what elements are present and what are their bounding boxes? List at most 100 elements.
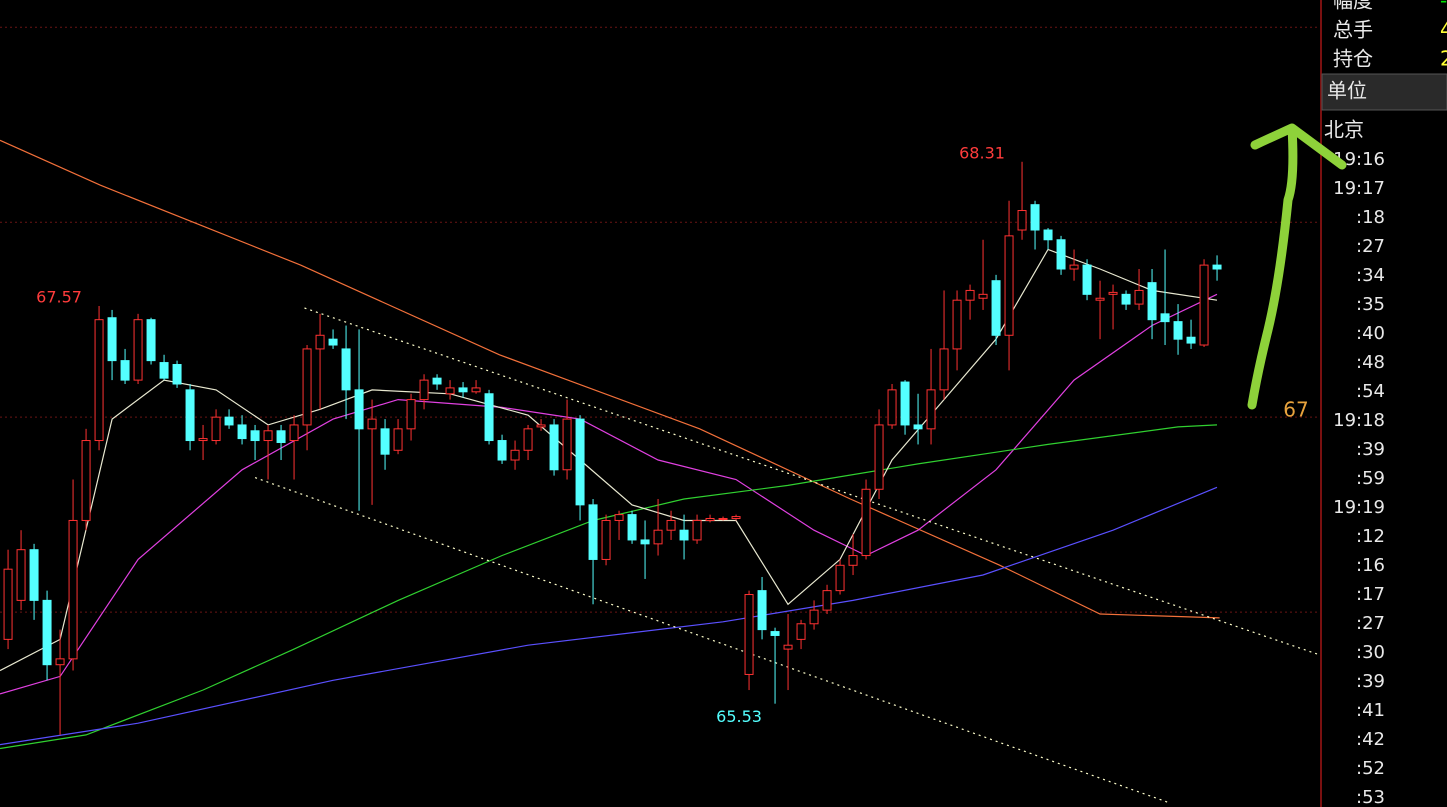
candle-body: [315, 334, 325, 350]
candle-body: [1173, 321, 1183, 340]
time-label: :12: [1356, 526, 1385, 547]
candle-body: [237, 424, 247, 440]
candle-body: [133, 319, 143, 381]
candle-body: [939, 348, 949, 391]
field-value: -0: [1440, 0, 1447, 13]
candle-body: [146, 319, 156, 362]
candle-body: [601, 519, 611, 560]
candle-body: [926, 389, 936, 430]
candle-body: [744, 594, 754, 675]
candle-body: [263, 430, 273, 442]
field-label: 总手: [1333, 18, 1373, 42]
candle-body: [419, 379, 429, 401]
candle-body: [783, 644, 793, 650]
plot: [0, 26, 1321, 804]
candle-body: [250, 430, 260, 442]
candle-body: [68, 519, 78, 660]
candle-body: [653, 529, 663, 545]
time-label: :30: [1356, 642, 1385, 663]
candle-body: [1069, 264, 1079, 270]
candle-body: [107, 317, 117, 362]
candle-body: [835, 564, 845, 592]
time-label: :41: [1356, 700, 1385, 721]
candle-body: [328, 338, 338, 346]
candle-body: [42, 599, 52, 666]
moving-average: [0, 293, 1218, 695]
candle-body: [523, 428, 533, 451]
time-label: :40: [1356, 323, 1385, 344]
candle-body: [1108, 291, 1118, 295]
candle-body: [913, 424, 923, 430]
candle-body: [471, 387, 481, 393]
candle-body: [1199, 264, 1209, 346]
candle-body: [666, 519, 676, 531]
field-value: 4: [1440, 18, 1447, 42]
hand-drawn-arrow: [1247, 123, 1347, 410]
time-label: 19:19: [1333, 497, 1385, 518]
candle-body: [874, 424, 884, 490]
candle-body: [822, 590, 832, 611]
time-label: :48: [1356, 352, 1385, 373]
candle-body: [432, 377, 442, 385]
time-label: :53: [1356, 787, 1385, 807]
high-label: 67.57: [36, 288, 82, 307]
candle-body: [29, 549, 39, 601]
time-label: :52: [1356, 758, 1385, 779]
candle-body: [978, 293, 988, 299]
candle-body: [640, 539, 650, 545]
time-label: 19:18: [1333, 410, 1385, 431]
candle-body: [952, 299, 962, 350]
candle-body: [627, 514, 637, 541]
time-label: :39: [1356, 671, 1385, 692]
candle-body: [172, 364, 182, 385]
time-label: :16: [1356, 555, 1385, 576]
time-label: :18: [1356, 207, 1385, 228]
candle-body: [120, 360, 130, 381]
candle-body: [211, 416, 221, 442]
channel-line: [254, 477, 1171, 804]
channel-line: [304, 307, 1321, 656]
candle-body: [94, 319, 104, 442]
candle-body: [1121, 293, 1131, 305]
candle-body: [536, 424, 546, 428]
time-label: :27: [1356, 236, 1385, 257]
moving-average: [0, 424, 1218, 750]
unit-row: [1321, 73, 1447, 111]
moving-average: [0, 248, 1218, 672]
candle-body: [861, 488, 871, 557]
y-tick-label: 67: [1283, 398, 1308, 422]
candle-body: [341, 348, 351, 391]
candle-body: [679, 529, 689, 541]
candle-body: [848, 555, 858, 566]
candle-body: [3, 568, 13, 640]
time-label: :42: [1356, 729, 1385, 750]
time-label: :27: [1356, 613, 1385, 634]
moving-average: [0, 139, 1220, 619]
field-label: 持仓: [1333, 47, 1373, 71]
candle-body: [289, 424, 299, 442]
candle-body: [575, 418, 585, 506]
candle-body: [965, 289, 975, 301]
candle-body: [1030, 204, 1040, 231]
candle-body: [796, 623, 806, 640]
candle-body: [406, 399, 416, 430]
candle-body: [1134, 289, 1144, 305]
candle-body: [692, 519, 702, 541]
candle-body: [991, 280, 1001, 336]
moving-average: [0, 486, 1218, 746]
candle-body: [276, 430, 286, 443]
candle-body: [731, 516, 741, 520]
time-label: :39: [1356, 439, 1385, 460]
time-label: :59: [1356, 468, 1385, 489]
time-label: :35: [1356, 294, 1385, 315]
candle-body: [809, 609, 819, 625]
candle-body: [458, 387, 468, 393]
candle-body: [1004, 235, 1014, 336]
candle-body: [887, 389, 897, 426]
candle-body: [1186, 336, 1196, 344]
candle-body: [354, 389, 364, 430]
candle-body: [302, 348, 312, 426]
candle-body: [198, 438, 208, 442]
